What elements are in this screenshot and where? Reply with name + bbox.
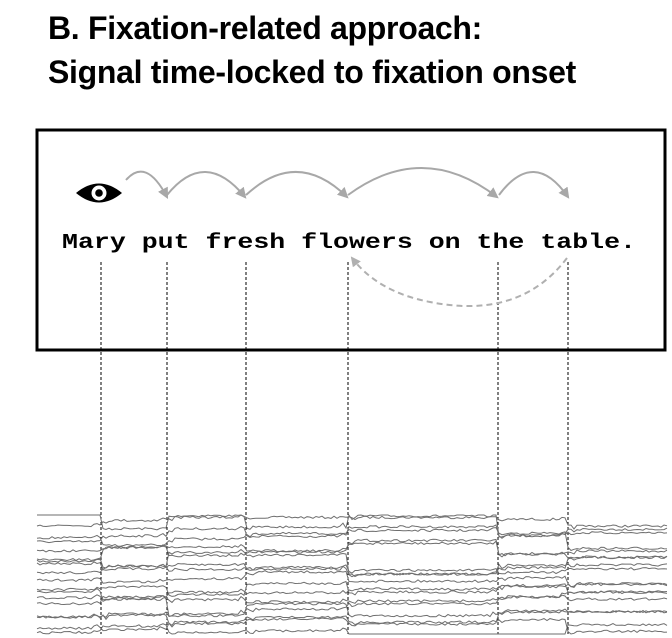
- eeg-traces: [36, 513, 668, 635]
- eeg-trace: [36, 590, 668, 606]
- regression-arrow: [350, 256, 568, 308]
- saccade-arrow: [245, 171, 349, 199]
- title-line-1: B. Fixation-related approach:: [48, 10, 483, 46]
- page-title: B. Fixation-related approach: Signal tim…: [48, 6, 576, 94]
- eeg-trace: [36, 602, 668, 619]
- eye-icon: [76, 183, 122, 203]
- eeg-trace: [36, 615, 668, 635]
- sentence: Mary put fresh flowers on the table.: [62, 232, 636, 255]
- saccade-arrow: [125, 170, 169, 199]
- eeg-trace: [36, 623, 668, 635]
- eeg-trace: [36, 538, 668, 563]
- eeg-trace: [36, 570, 668, 588]
- eeg-trace: [36, 594, 668, 617]
- eeg-trace: [36, 580, 668, 597]
- eeg-trace: [36, 564, 668, 575]
- eeg-trace: [36, 583, 668, 602]
- eeg-trace: [36, 524, 668, 544]
- eeg-trace: [36, 561, 668, 578]
- stimulus-frame: [35, 128, 667, 352]
- saccade-arrow: [347, 167, 499, 199]
- eeg-trace: [37, 514, 668, 531]
- fixation-onset-markers: [100, 262, 569, 634]
- eeg-trace: [36, 527, 668, 552]
- eeg-trace: [36, 608, 668, 628]
- title-line-2: Signal time-locked to fixation onset: [48, 54, 576, 90]
- saccade-arrow: [498, 171, 570, 199]
- saccade-arrow: [166, 171, 247, 199]
- saccade-arrows: [125, 167, 570, 199]
